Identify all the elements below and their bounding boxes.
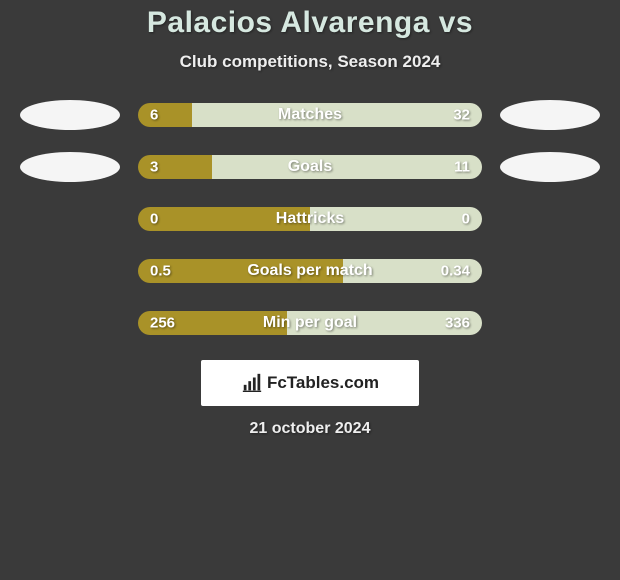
bar-value-right: 0.34 (441, 263, 470, 280)
stat-row: 0.5 0.34 Goals per match (0, 256, 620, 286)
bar-value-right: 32 (453, 107, 470, 124)
bar-label: Min per goal (263, 314, 357, 332)
bar-value-left: 6 (150, 107, 158, 124)
bar-segment-right (212, 155, 482, 179)
stat-bar: 6 32 Matches (138, 103, 482, 127)
bar-label: Goals per match (247, 262, 372, 280)
stat-rows: 6 32 Matches 3 11 Goals 0 0 Hattricks 0.5 0.34 Goal… (0, 100, 620, 338)
stat-bar: 0 0 Hattricks (138, 207, 482, 231)
bar-chart-icon (241, 372, 263, 394)
bar-label: Hattricks (276, 210, 344, 228)
bar-value-left: 0 (150, 211, 158, 228)
stat-row: 6 32 Matches (0, 100, 620, 130)
infographic-container: Palacios Alvarenga vs Club competitions,… (0, 0, 620, 438)
bar-value-right: 336 (445, 315, 470, 332)
stat-row: 3 11 Goals (0, 152, 620, 182)
brand-text: FcTables.com (267, 373, 379, 393)
footer-date: 21 october 2024 (0, 420, 620, 438)
bar-value-left: 0.5 (150, 263, 171, 280)
team-oval-right (500, 152, 600, 182)
team-oval-left (20, 152, 120, 182)
bar-value-right: 0 (462, 211, 470, 228)
stat-bar: 0.5 0.34 Goals per match (138, 259, 482, 283)
team-oval-left (20, 100, 120, 130)
bar-value-left: 3 (150, 159, 158, 176)
bar-label: Goals (288, 158, 332, 176)
stat-bar: 3 11 Goals (138, 155, 482, 179)
page-subtitle: Club competitions, Season 2024 (0, 52, 620, 72)
bar-value-right: 11 (454, 159, 470, 176)
bar-segment-left (138, 103, 192, 127)
stat-bar: 256 336 Min per goal (138, 311, 482, 335)
brand-box: FcTables.com (201, 360, 419, 406)
bar-label: Matches (278, 106, 342, 124)
page-title: Palacios Alvarenga vs (0, 6, 620, 40)
stat-row: 0 0 Hattricks (0, 204, 620, 234)
team-oval-right (500, 100, 600, 130)
stat-row: 256 336 Min per goal (0, 308, 620, 338)
bar-value-left: 256 (150, 315, 175, 332)
